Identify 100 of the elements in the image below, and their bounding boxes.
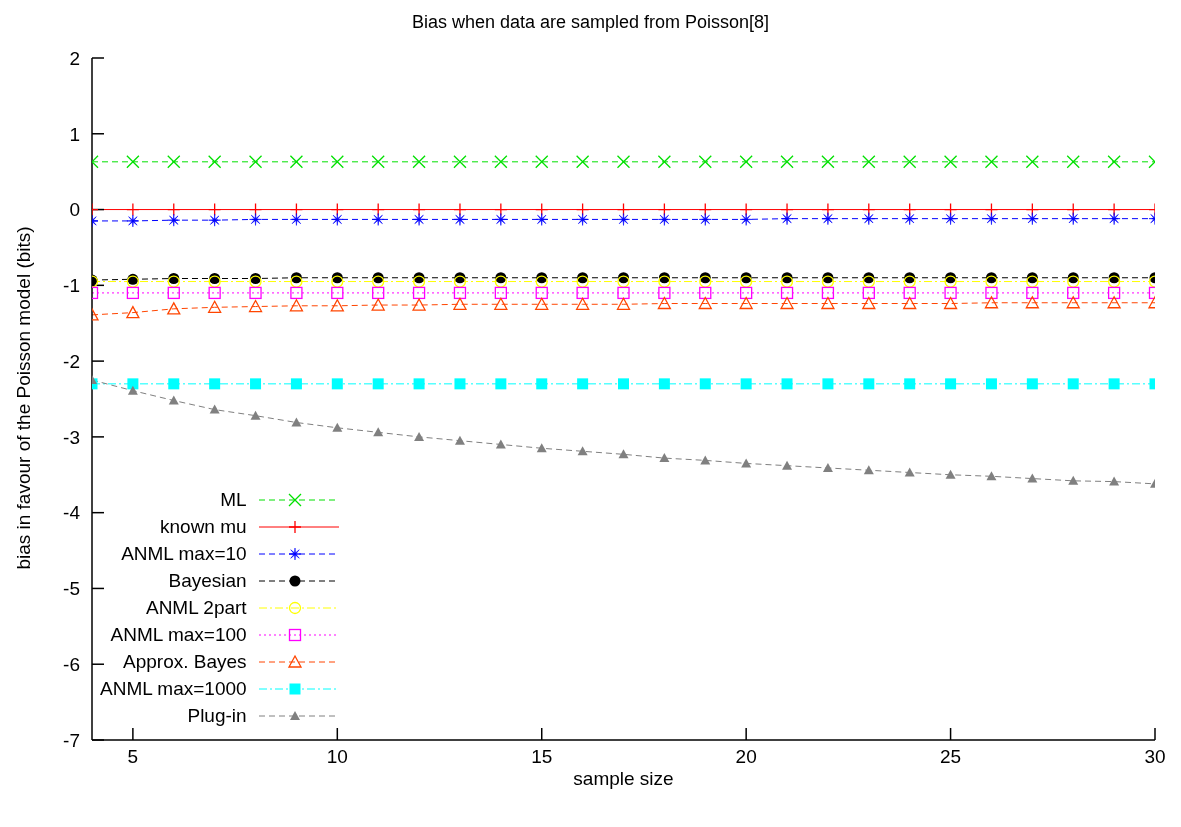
point — [617, 275, 630, 288]
point — [372, 275, 385, 288]
point — [617, 286, 630, 300]
point — [412, 155, 426, 169]
point — [453, 286, 467, 300]
point — [535, 286, 548, 300]
point — [985, 212, 998, 225]
point — [412, 213, 426, 226]
legend-label: ANML max=1000 — [100, 677, 247, 701]
point — [167, 213, 181, 227]
point — [494, 155, 508, 169]
point — [331, 275, 344, 288]
point — [821, 212, 835, 225]
chart-title: Bias when data are sampled from Poisson[8] — [410, 12, 771, 33]
legend-label: ANML max=10 — [121, 542, 247, 566]
point — [167, 302, 181, 315]
legend-label: ML — [220, 488, 247, 512]
point — [862, 212, 876, 225]
point — [618, 378, 629, 390]
point — [576, 286, 589, 300]
y-tick-label: -3 — [63, 426, 80, 448]
point — [1107, 155, 1121, 169]
point — [167, 155, 181, 169]
point — [1107, 296, 1121, 309]
point — [331, 213, 344, 226]
point — [780, 296, 794, 310]
point — [289, 155, 304, 169]
point — [249, 286, 262, 300]
point — [208, 202, 222, 217]
point — [1068, 475, 1079, 485]
point — [494, 286, 507, 300]
point — [330, 299, 344, 312]
point — [985, 286, 998, 300]
point — [494, 213, 508, 226]
point — [658, 213, 671, 226]
point — [1067, 286, 1080, 300]
point — [1067, 275, 1080, 288]
point — [617, 213, 630, 226]
y-tick-label: -5 — [63, 578, 80, 600]
point — [372, 286, 385, 300]
point — [127, 385, 138, 395]
point — [945, 469, 956, 479]
point — [290, 275, 303, 288]
point — [536, 443, 547, 453]
point — [698, 296, 712, 310]
point — [984, 155, 999, 169]
point — [1026, 286, 1039, 300]
point — [453, 155, 467, 169]
point — [372, 378, 384, 390]
point — [863, 378, 875, 390]
point — [862, 275, 875, 288]
point — [903, 212, 916, 225]
point — [699, 275, 712, 288]
point — [1025, 155, 1039, 169]
y-tick-label: 1 — [69, 123, 80, 145]
point — [822, 462, 833, 472]
point — [1107, 212, 1121, 225]
point — [616, 155, 631, 169]
point — [126, 214, 140, 228]
y-tick-label: -1 — [63, 275, 80, 297]
point — [168, 378, 180, 390]
point — [903, 286, 916, 300]
point — [412, 275, 426, 288]
legend-label: Plug-in — [187, 704, 247, 728]
point — [1066, 155, 1080, 169]
point — [903, 155, 917, 169]
point — [781, 378, 793, 390]
legend-label: ANML 2part — [145, 596, 247, 620]
point — [209, 404, 220, 414]
point — [495, 378, 507, 390]
x-tick-label: 15 — [531, 746, 553, 768]
point — [1026, 212, 1039, 225]
point — [780, 275, 794, 288]
y-tick-label: -7 — [63, 729, 80, 751]
point — [289, 299, 304, 312]
legend-label: Approx. Bayes — [123, 650, 247, 674]
y-axis-title: bias in favour of the Poisson model (bits) — [13, 226, 35, 570]
point — [371, 155, 385, 169]
point — [332, 422, 343, 432]
point — [250, 410, 261, 420]
point — [659, 453, 670, 463]
point — [821, 286, 835, 300]
point — [535, 297, 549, 310]
point — [699, 378, 711, 390]
point — [782, 460, 793, 470]
y-tick-label: 0 — [69, 199, 80, 221]
point — [575, 297, 590, 310]
point — [944, 212, 957, 225]
legend-label: ANML max=100 — [110, 623, 247, 647]
point — [290, 213, 303, 226]
point — [1107, 275, 1121, 288]
point — [495, 439, 506, 449]
y-tick-label: -4 — [63, 502, 81, 524]
point — [494, 297, 508, 310]
point — [290, 286, 303, 300]
point — [780, 212, 794, 225]
point — [984, 296, 999, 309]
point — [862, 296, 876, 310]
point — [862, 155, 876, 169]
point — [821, 296, 835, 310]
